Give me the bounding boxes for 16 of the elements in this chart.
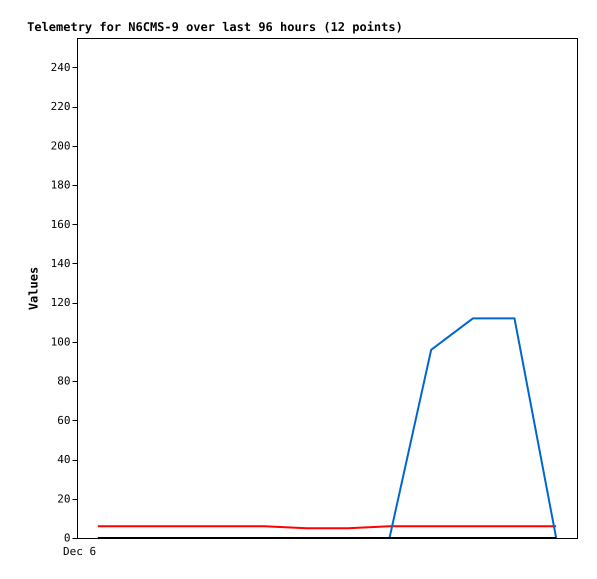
chart-title: Telemetry for N6CMS-9 over last 96 hours (12 points) xyxy=(27,20,403,34)
y-tick-label: 60 xyxy=(57,414,70,427)
y-tick-label: 200 xyxy=(50,139,70,152)
y-tick-label: 40 xyxy=(57,453,70,466)
text: Dec 6 xyxy=(63,545,96,558)
y-axis-title: Values xyxy=(26,266,41,310)
y-tick-label: 0 xyxy=(64,532,70,544)
y-tick-label: 180 xyxy=(50,178,70,192)
y-tick-label: 160 xyxy=(50,218,70,231)
y-tick-label: 120 xyxy=(50,296,70,310)
y-tick-label: 140 xyxy=(50,256,70,270)
y-tick-label: 80 xyxy=(57,374,70,388)
y-tick-label: 220 xyxy=(50,100,70,114)
y-tick-label: 240 xyxy=(50,60,70,74)
y-tick-label: 100 xyxy=(50,335,70,348)
y-tick-label: 20 xyxy=(57,492,70,506)
